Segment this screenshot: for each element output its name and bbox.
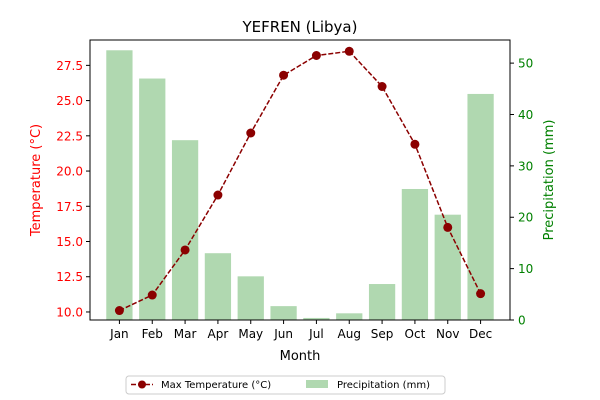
x-tick-label: Mar [174, 327, 197, 341]
left-y-tick-label: 27.5 [56, 59, 83, 73]
legend-precipitation-label: Precipitation (mm) [337, 380, 430, 391]
precipitation-bar-oct [401, 188, 429, 320]
left-y-tick-label: 17.5 [56, 200, 83, 214]
x-tick-label: Jun [273, 327, 293, 341]
x-axis: Jan Feb Mar Apr May Jun Jul Aug Sep Oct Nov Dec [109, 320, 492, 341]
legend-box [125, 375, 446, 395]
legend: Max Temperature (°C) Precipitation (mm) [125, 375, 446, 395]
x-tick-label: Nov [436, 327, 459, 341]
right-y-axis: 0 10 20 30 40 50 [510, 57, 533, 328]
x-tick-label: Dec [469, 327, 492, 341]
right-y-axis-label: Precipitation (mm) [542, 120, 557, 241]
x-tick-label: Feb [142, 327, 163, 341]
legend-temperature-marker [138, 380, 146, 389]
left-y-tick-label: 10.0 [56, 305, 83, 319]
precipitation-bar-jul [303, 317, 330, 320]
precipitation-bar-dec [467, 93, 494, 321]
precipitation-bar-sep [368, 284, 396, 320]
precipitation-bar-nov [434, 214, 461, 320]
x-tick-label: Oct [405, 327, 426, 341]
right-y-tick-label: 30 [518, 159, 533, 173]
x-axis-label: Month [280, 349, 321, 364]
temperature-point-nov [443, 222, 453, 232]
left-y-tick-label: 15.0 [56, 235, 83, 249]
temperature-point-dec [476, 289, 486, 299]
precipitation-bar-aug [336, 313, 363, 320]
temperature-point-oct [410, 139, 420, 149]
x-tick-label: Jul [308, 327, 323, 341]
x-tick-label: Apr [208, 327, 229, 341]
temperature-point-jul [311, 51, 321, 61]
temperature-point-aug [344, 46, 354, 56]
left-y-tick-label: 25.0 [56, 94, 83, 108]
precipitation-bar-may [237, 276, 264, 320]
precipitation-bar-apr [204, 253, 232, 320]
right-y-tick-label: 50 [518, 57, 533, 71]
legend-temperature-label: Max Temperature (°C) [161, 380, 271, 391]
temperature-line-path [119, 50, 482, 312]
x-tick-label: Jan [109, 327, 129, 341]
temperature-point-jun [279, 70, 289, 80]
x-tick-label: Sep [371, 327, 394, 341]
left-y-axis-label: Temperature (°C) [29, 124, 44, 237]
plot-frame [89, 39, 511, 321]
left-y-tick-label: 20.0 [56, 165, 83, 179]
left-y-tick-label: 12.5 [56, 270, 83, 284]
precipitation-bar-feb [139, 78, 166, 321]
right-y-tick-label: 10 [518, 262, 533, 276]
right-y-tick-label: 20 [518, 211, 533, 225]
precipitation-bar-jun [270, 306, 297, 320]
temperature-point-feb [147, 290, 157, 300]
temperature-point-sep [377, 82, 387, 92]
right-y-tick-label: 40 [518, 108, 533, 122]
left-y-axis: 10.0 12.5 15.0 17.5 20.0 22.5 25.0 27.5 [56, 59, 90, 319]
temperature-point-may [246, 128, 256, 138]
chart-title: YEFREN (Libya) [242, 18, 358, 36]
x-tick-label: Aug [338, 327, 361, 341]
temperature-point-jan [114, 306, 124, 316]
legend-precipitation-swatch [306, 380, 328, 388]
precipitation-bars [106, 50, 494, 321]
temperature-point-mar [180, 245, 190, 255]
x-tick-label: May [238, 327, 263, 341]
temperature-line [114, 46, 486, 316]
precipitation-bar-mar [171, 140, 199, 320]
temperature-point-apr [213, 190, 223, 200]
right-y-tick-label: 0 [518, 314, 526, 328]
precipitation-bar-jan [106, 50, 133, 320]
left-y-tick-label: 22.5 [56, 129, 83, 143]
